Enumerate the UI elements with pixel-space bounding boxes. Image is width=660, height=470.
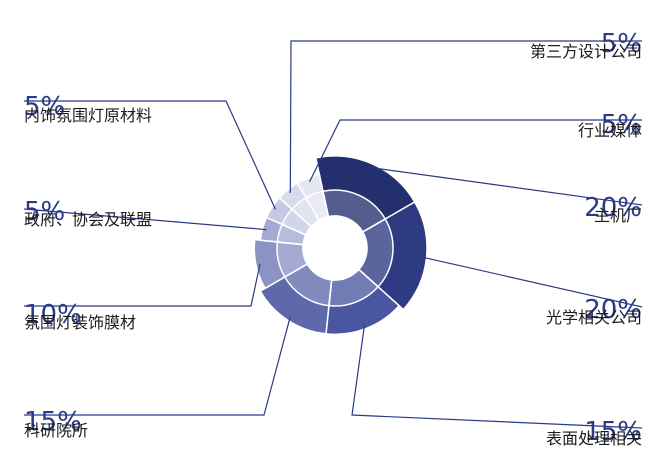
data-label-percent-slice-6: 5% (24, 92, 65, 122)
data-label-percent-slice-7: 5% (601, 29, 642, 59)
category-label-slice-8: 行业媒体 (578, 121, 642, 140)
data-label-percent-slice-0: 20% (584, 193, 642, 223)
leader-line-slice-2 (351, 324, 643, 429)
leader-line-slice-8 (309, 119, 642, 182)
chart-labels: 20%主机厂20%光学相关公司15%表面处理相关15%科研院所10%氛围灯装饰膜… (24, 29, 642, 448)
chart-leader-lines (23, 40, 643, 429)
leader-line-slice-0 (370, 167, 643, 206)
wedge-inner-band-slice-8 (304, 190, 330, 222)
category-label-slice-0: 主机厂 (594, 206, 642, 225)
category-label-slice-2: 表面处理相关 (546, 429, 642, 448)
data-label-percent-slice-8: 5% (601, 110, 642, 140)
leader-line-slice-5 (23, 208, 267, 231)
category-label-slice-6: 内饰氛围灯原材料 (24, 106, 152, 125)
category-label-slice-3: 科研院所 (24, 421, 88, 440)
data-label-percent-slice-2: 15% (584, 417, 642, 447)
leader-line-slice-4 (24, 263, 261, 307)
leader-line-slice-7 (289, 40, 642, 193)
data-label-percent-slice-1: 20% (584, 295, 642, 325)
data-label-percent-slice-5: 5% (24, 197, 65, 227)
leader-line-slice-3 (24, 316, 291, 416)
chart-wedges (253, 155, 428, 336)
category-label-slice-5: 政府、协会及联盟 (24, 210, 152, 229)
category-label-slice-7: 第三方设计公司 (530, 42, 642, 61)
leader-line-slice-1 (422, 256, 643, 308)
data-label-percent-slice-4: 10% (24, 300, 82, 330)
category-label-slice-4: 氛围灯装饰膜材 (24, 313, 136, 332)
data-label-percent-slice-3: 15% (24, 407, 82, 437)
category-label-slice-1: 光学相关公司 (546, 308, 642, 327)
leader-line-slice-6 (24, 100, 277, 210)
